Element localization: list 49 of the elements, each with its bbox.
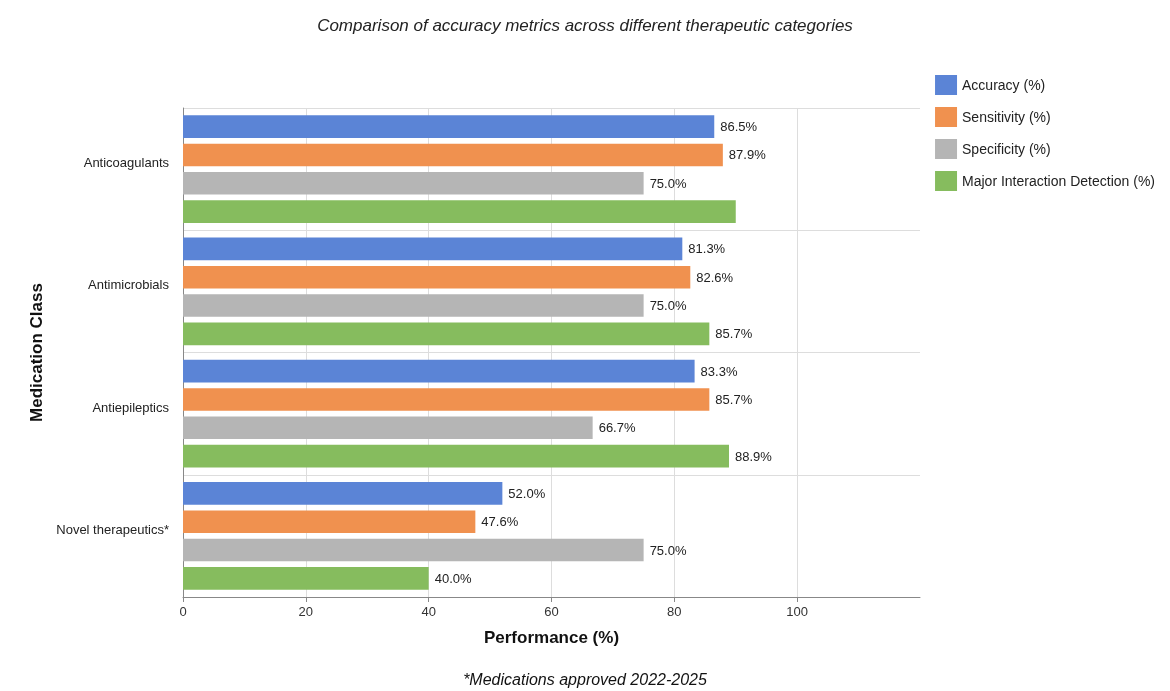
data-label: 40.0% [434, 570, 472, 586]
bar [183, 359, 695, 383]
bar [183, 265, 691, 289]
y-tick-label: Novel therapeutics* [56, 521, 169, 537]
data-label: 85.7% [715, 391, 753, 407]
x-tick-label: 100 [786, 604, 809, 619]
x-tick-label: 80 [667, 604, 682, 619]
data-label: 75.0% [649, 298, 687, 314]
data-label: 75.0% [649, 542, 687, 558]
data-label: 85.7% [715, 326, 753, 342]
data-label: 83.3% [700, 363, 738, 379]
bar [183, 322, 710, 346]
chart-title: Comparison of accuracy metrics across different therapeutic categories [317, 16, 854, 35]
y-tick-label: Anticoagulants [83, 155, 170, 171]
bar [183, 482, 503, 505]
legend-label: Sensitivity (%) [962, 109, 1051, 125]
data-label: 52.0% [508, 485, 546, 501]
x-tick-label: 60 [544, 604, 559, 619]
bar [183, 510, 476, 534]
bar [183, 143, 723, 167]
data-label: 88.9% [734, 448, 773, 464]
bar [183, 538, 644, 562]
data-label: 81.3% [688, 241, 726, 257]
data-label: 47.6% [481, 514, 519, 530]
legend-label: Major Interaction Detection (%) [962, 173, 1155, 189]
bar [183, 567, 429, 590]
legend-label: Accuracy (%) [962, 77, 1046, 93]
bar [183, 444, 729, 468]
data-label: 87.9% [728, 147, 767, 163]
bar [183, 416, 593, 440]
y-tick-label: Antimicrobials [88, 277, 170, 293]
x-tick-label: 20 [298, 604, 314, 619]
x-axis-title: Performance (%) [483, 628, 620, 647]
bar [183, 294, 644, 317]
bar [183, 388, 710, 411]
data-label: 86.5% [720, 119, 758, 135]
x-tick-label: 0 [179, 604, 187, 619]
bar [183, 200, 736, 223]
y-tick-label: Antiepileptics [92, 399, 170, 415]
legend-label: Specificity (%) [962, 141, 1051, 157]
x-tick-label: 40 [421, 604, 436, 619]
bar [183, 115, 715, 138]
data-label: 66.7% [598, 420, 636, 436]
data-label: 75.0% [649, 175, 687, 191]
bar [183, 171, 644, 195]
y-axis-title: Medication Class [27, 283, 47, 422]
bar [183, 237, 683, 261]
data-label: 82.6% [696, 269, 734, 285]
text: *Medications approved 2022-2025 [463, 670, 707, 688]
